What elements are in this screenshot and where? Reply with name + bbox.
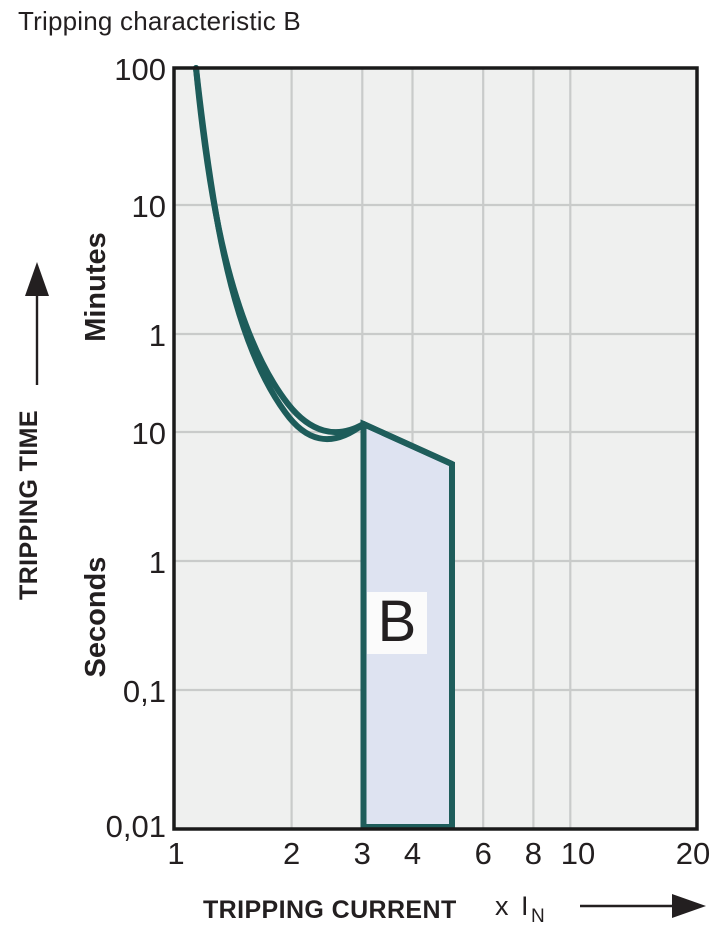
band-top-edge [362,421,454,467]
ytick-label-01-seconds: 0,1 [123,674,166,709]
ytick-label-100-minutes: 100 [114,52,166,87]
band-letter-background [367,592,427,654]
plot-frame [172,66,699,831]
ytick-label-10-seconds: 10 [132,416,166,451]
xaxis-multiplier: x [495,891,509,921]
up-arrow-icon [25,262,49,385]
xaxis-title: TRIPPING CURRENT [203,896,457,924]
xtick-label-20: 20 [676,836,710,871]
yaxis-unit-seconds: Seconds [80,557,112,678]
xaxis-unit-base: I [521,891,529,921]
right-arrow-icon [580,894,706,918]
xaxis-unit-subscript: N [531,906,545,927]
ytick-label-001-seconds: 0,01 [106,809,166,844]
xtick-label-1: 1 [167,836,184,871]
xtick-label-4: 4 [404,836,421,871]
band-letter: B [378,589,417,654]
ytick-label-1-minute: 1 [149,318,166,353]
page-title: Tripping characteristic B [18,6,301,36]
xtick-label-2: 2 [283,836,300,871]
xtick-label-8: 8 [525,836,542,871]
yaxis-unit-minutes: Minutes [80,232,112,342]
xtick-label-6: 6 [475,836,492,871]
ytick-label-1-second: 1 [149,545,166,580]
xtick-label-3: 3 [354,836,371,871]
xtick-label-10: 10 [561,836,595,871]
yaxis-title: TRIPPING TIME [15,410,43,600]
ytick-label-10-minutes: 10 [132,189,166,224]
tripping-curve-overlay [193,65,367,436]
